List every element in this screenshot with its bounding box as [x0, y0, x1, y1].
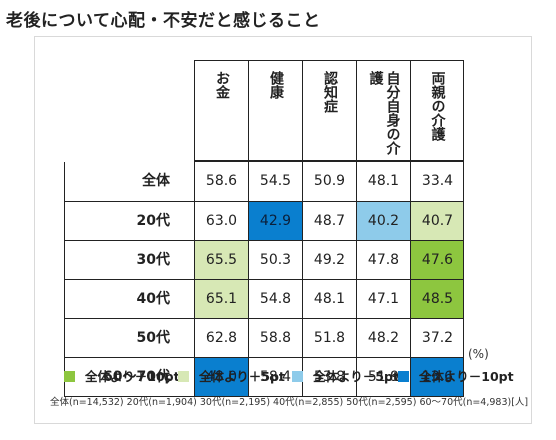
table-cell: 62.8 — [194, 318, 248, 357]
table-cell: 47.8 — [356, 240, 410, 279]
legend-item-plus5: 全体より＋5pt — [178, 368, 285, 386]
table-cell: 40.2 — [356, 201, 410, 240]
column-header-3: 自分自身の介護 — [356, 60, 410, 162]
table-cell: 54.8 — [248, 279, 302, 318]
column-header-4: 両親の介護 — [410, 60, 464, 162]
table-cell: 50.9 — [302, 162, 356, 201]
table-cell: 58.6 — [194, 162, 248, 201]
unit-note: (%) — [468, 347, 489, 361]
table-cell: 48.7 — [302, 201, 356, 240]
table-cell: 65.1 — [194, 279, 248, 318]
table-cell: 50.3 — [248, 240, 302, 279]
table-cell: 37.2 — [410, 318, 464, 357]
table-cell: 48.0 — [194, 357, 248, 396]
table-cell: 47.6 — [410, 240, 464, 279]
legend-item-minus5: 全体より－5pt — [292, 368, 399, 386]
column-header-label: 認知症 — [322, 71, 338, 113]
legend-item-minus10: 全体より－10pt — [398, 368, 514, 386]
table-cell: 48.1 — [356, 162, 410, 201]
table-cell: 49.2 — [302, 240, 356, 279]
table-cell: 51.9 — [356, 357, 410, 396]
table-cell: 48.1 — [302, 279, 356, 318]
table-cell: 33.4 — [410, 162, 464, 201]
legend-label: 全体より－5pt — [313, 369, 399, 384]
column-header-label: 健康 — [268, 71, 284, 99]
table-cell: 54.5 — [248, 162, 302, 201]
legend-label: 全体より－10pt — [419, 369, 514, 384]
column-header-1: 健康 — [248, 60, 302, 162]
legend-swatch — [64, 371, 75, 382]
row-label: 30代 — [64, 240, 194, 279]
table-cell: 47.1 — [356, 279, 410, 318]
table-cell: 58.8 — [248, 318, 302, 357]
column-header-2: 認知症 — [302, 60, 356, 162]
table-cell: 40.7 — [410, 201, 464, 240]
column-header-label: 両親の介護 — [429, 71, 446, 141]
chart-title: 老後について心配・不安だと感じること — [6, 11, 321, 31]
legend-label: 全体より＋5pt — [199, 369, 285, 384]
table-cell: 51.8 — [302, 318, 356, 357]
row-label: 全体 — [64, 162, 194, 201]
legend-swatch — [178, 371, 189, 382]
legend-swatch — [292, 371, 303, 382]
table-cell: 48.5 — [410, 279, 464, 318]
table-cell: 48.2 — [356, 318, 410, 357]
row-label: 50代 — [64, 318, 194, 357]
legend-swatch — [398, 371, 409, 382]
legend-label: 全体より＋10pt — [85, 369, 180, 384]
table-cell: 42.9 — [248, 201, 302, 240]
column-header-label: 自分自身の介護 — [367, 71, 401, 155]
column-header-label: お金 — [214, 71, 230, 99]
legend-item-plus10: 全体より＋10pt — [64, 368, 180, 386]
row-label: 40代 — [64, 279, 194, 318]
table-cell: 13.6 — [410, 357, 464, 396]
column-header-0: お金 — [194, 60, 248, 162]
legend: 全体より＋10pt 全体より＋5pt 全体より－5pt 全体より－10pt — [0, 368, 556, 388]
table-right-border — [463, 162, 464, 396]
table-bottom-border — [64, 396, 464, 397]
table-cell: 63.0 — [194, 201, 248, 240]
table-cell: 65.5 — [194, 240, 248, 279]
sample-size-note: 全体(n=14,532) 20代(n=1,904) 30代(n=2,195) 4… — [50, 397, 529, 408]
row-label: 20代 — [64, 201, 194, 240]
table-cell: 58.4 — [248, 357, 302, 396]
